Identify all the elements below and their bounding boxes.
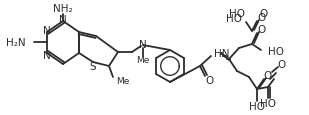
Text: O: O [257,25,265,35]
Text: N: N [59,15,67,25]
Text: Me: Me [136,56,150,65]
Text: HO: HO [226,14,242,24]
Text: N: N [43,51,51,60]
Text: N: N [43,26,51,36]
Text: S: S [90,61,96,71]
Text: Me: Me [116,77,129,86]
Text: N: N [139,40,147,50]
Text: O: O [205,75,213,85]
Text: HO: HO [229,9,245,19]
Text: HO: HO [249,101,265,111]
Text: O: O [264,70,272,80]
Text: NH₂: NH₂ [53,4,73,14]
Text: O: O [277,59,285,69]
Text: HN: HN [214,49,230,59]
Text: HO: HO [268,47,284,56]
Text: O: O [259,9,267,19]
Text: O: O [257,13,265,23]
Text: H₂N: H₂N [6,38,26,48]
Text: HO: HO [260,98,276,108]
